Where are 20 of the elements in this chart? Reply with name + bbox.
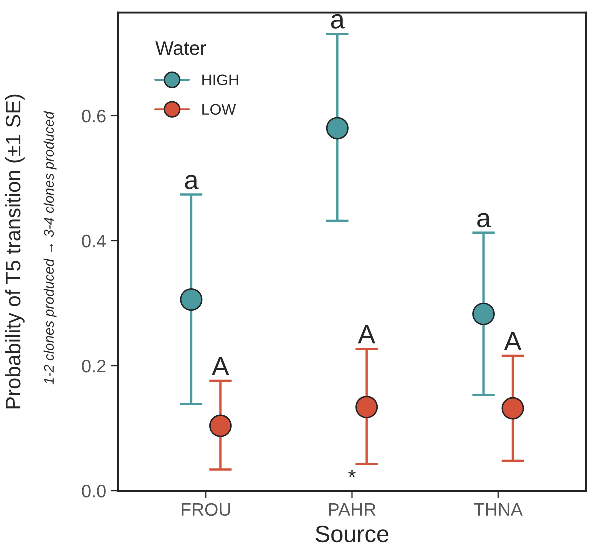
annotation: A bbox=[504, 332, 522, 351]
x-tick-label: THNA bbox=[474, 504, 523, 516]
annotation: A bbox=[212, 357, 230, 376]
x-tick-label: PAHR bbox=[329, 504, 376, 516]
y-axis-title: Probability of T5 transition (±1 SE) bbox=[5, 94, 25, 409]
annotation: * bbox=[348, 470, 356, 478]
annotation: A bbox=[358, 326, 376, 344]
legend-label: LOW bbox=[202, 104, 236, 116]
text: 1-2 clones produced → 3-4 clones produced bbox=[44, 111, 57, 385]
x-axis-title: Source bbox=[316, 526, 389, 543]
x-tick-label: FROU bbox=[182, 503, 230, 516]
legend-title: Water bbox=[156, 42, 206, 56]
y-tick-label: 0.4 bbox=[82, 234, 106, 248]
y-tick-label: 0.2 bbox=[82, 360, 106, 373]
y-tick-label: 0.6 bbox=[82, 110, 106, 123]
legend-label: HIGH bbox=[202, 74, 238, 86]
annotation: a bbox=[478, 213, 492, 228]
annotation: a bbox=[331, 14, 345, 29]
annotation: a bbox=[185, 175, 199, 190]
y-tick-label: 0.0 bbox=[82, 484, 106, 498]
